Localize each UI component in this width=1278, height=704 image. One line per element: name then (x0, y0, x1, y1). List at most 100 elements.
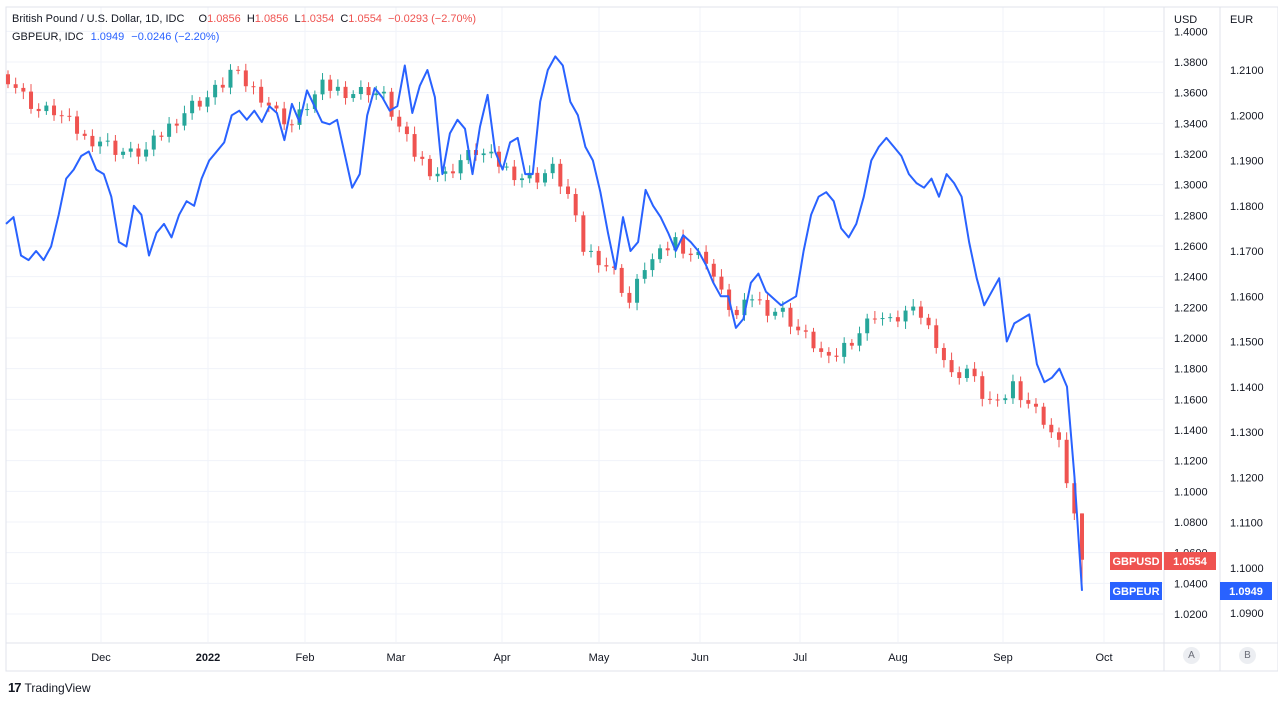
gbpusd-candle-body (987, 398, 992, 400)
gbpusd-candle-body (504, 166, 509, 168)
gbpusd-candle-body (658, 248, 663, 260)
gbpusd-candle-body (420, 156, 425, 159)
gbpusd-candle-body (282, 108, 287, 125)
gbpusd-candle-body (895, 317, 900, 322)
gbpusd-candle-body (719, 276, 724, 290)
grid-lines (6, 7, 1163, 642)
gbpusd-candle-body (159, 135, 164, 137)
gbpusd-candle-body (6, 74, 10, 85)
gbpusd-candle-body (197, 100, 202, 107)
gbpusd-candle-body (1033, 403, 1038, 407)
gbpusd-candle-body (13, 84, 18, 88)
usd-tick-label: 1.2000 (1174, 333, 1208, 345)
gbpusd-candle-body (312, 94, 317, 110)
usd-tick-label: 1.1000 (1174, 486, 1208, 498)
gbpusd-candle-body (604, 265, 609, 267)
time-tick-label: Apr (493, 652, 510, 664)
gbpusd-candle-body (36, 108, 41, 112)
eur-tick-label: 1.0900 (1230, 608, 1264, 620)
gbpusd-candle-body (67, 115, 72, 117)
time-tick-label: Dec (91, 652, 111, 664)
gbpusd-candle-body (796, 326, 801, 331)
gbpusd-candle-body (849, 342, 854, 346)
gbpusd-candle-body (972, 368, 977, 377)
legend-second-title: GBPEUR, IDC (12, 31, 84, 43)
gbpeur-name-badge: GBPEUR (1112, 586, 1159, 598)
gbpusd-candle-body (857, 333, 862, 346)
gbpusd-candle-body (489, 151, 494, 154)
gbpusd-candle-body (381, 91, 386, 94)
gbpusd-candle-body (105, 140, 110, 142)
gbpusd-candle-body (1056, 432, 1061, 440)
eur-tick-label: 1.1700 (1230, 246, 1264, 258)
eur-tick-label: 1.2000 (1230, 110, 1264, 122)
eur-tick-label: 1.1100 (1230, 518, 1263, 530)
gbpusd-candle-body (213, 84, 218, 98)
gbpusd-candle-body (236, 69, 241, 71)
gbpusd-candle-body (681, 237, 686, 254)
gbpusd-candle-body (711, 263, 716, 277)
footer-brand[interactable]: 17 TradingView (8, 680, 91, 695)
gbpusd-candle-body (704, 251, 709, 264)
eur-tick-label: 1.1200 (1230, 472, 1264, 484)
gbpusd-candle-body (765, 299, 770, 316)
gbpusd-candle-body (619, 267, 624, 293)
usd-tick-label: 1.3400 (1174, 118, 1208, 130)
gbpusd-candle-body (1026, 400, 1031, 404)
gbpusd-candle-body (443, 171, 448, 174)
gbpusd-candle-body (466, 150, 471, 161)
gbpusd-candle-body (688, 253, 693, 256)
gbpusd-candle-body (757, 299, 762, 301)
gbpusd-candle-body (228, 69, 233, 88)
gbpusd-candle-body (627, 292, 632, 303)
gbpeur-line (5, 55, 1083, 591)
gbpusd-candle-body (343, 86, 348, 99)
eur-tick-label: 1.1400 (1230, 382, 1264, 394)
gbpusd-candle-body (412, 134, 417, 157)
gbpusd-candle-body (673, 237, 678, 251)
gbpusd-candle-body (566, 186, 571, 195)
gbpusd-candle-body (865, 318, 870, 334)
usd-tick-label: 1.2200 (1174, 302, 1208, 314)
gbpusd-candle-body (1041, 406, 1046, 425)
scale-button-b[interactable]: B (1239, 647, 1256, 664)
legend-open-label: O (198, 13, 208, 25)
legend-second-change: −0.0246 (−2.20%) (131, 31, 220, 43)
gbpusd-candle-body (335, 86, 340, 91)
time-tick-label: Jun (691, 652, 709, 664)
gbpusd-candle-body (880, 318, 885, 320)
gbpusd-candle-body (21, 87, 26, 92)
gbpusd-candle-body (964, 368, 969, 379)
gbpusd-candle-body (59, 115, 64, 117)
gbpusd-candle-body (803, 330, 808, 332)
gbpusd-candle-body (550, 163, 555, 174)
tradingview-logo-icon: 17 (8, 680, 22, 695)
legend-main-title: British Pound / U.S. Dollar, 1D, IDC (12, 13, 185, 25)
gbpusd-candle-body (734, 309, 739, 316)
gbpusd-candle-body (834, 355, 839, 357)
usd-tick-label: 1.3800 (1174, 57, 1208, 69)
gbpusd-candle-body (934, 325, 939, 348)
gbpusd-candle-body (251, 86, 256, 88)
usd-axis-label: USD (1174, 14, 1197, 26)
gbpusd-candle-body (174, 123, 179, 126)
main-series-legend: British Pound / U.S. Dollar, 1D, IDC O1.… (12, 13, 476, 25)
gbpusd-candle-body (289, 124, 294, 126)
gbpusd-candle-body (374, 93, 379, 96)
gbpusd-candle-body (29, 91, 34, 109)
gbpusd-candle-body (642, 270, 647, 279)
gbpusd-candle-body (82, 133, 87, 136)
scale-button-a[interactable]: A (1183, 647, 1200, 664)
legend-high-label: H (246, 13, 255, 25)
gbpusd-candle-body (274, 105, 279, 109)
legend-main-change: −0.0293 (−2.70%) (388, 13, 477, 25)
gbpusd-candle-body (995, 399, 1000, 401)
gbpusd-candle-body (151, 135, 156, 150)
gbpusd-candle-body (819, 348, 824, 352)
time-tick-label: Feb (296, 652, 315, 664)
gbpusd-candle-body (780, 307, 785, 312)
gbpusd-candle-body (121, 151, 126, 155)
usd-tick-label: 1.2800 (1174, 210, 1208, 222)
usd-tick-label: 1.3200 (1174, 149, 1208, 161)
